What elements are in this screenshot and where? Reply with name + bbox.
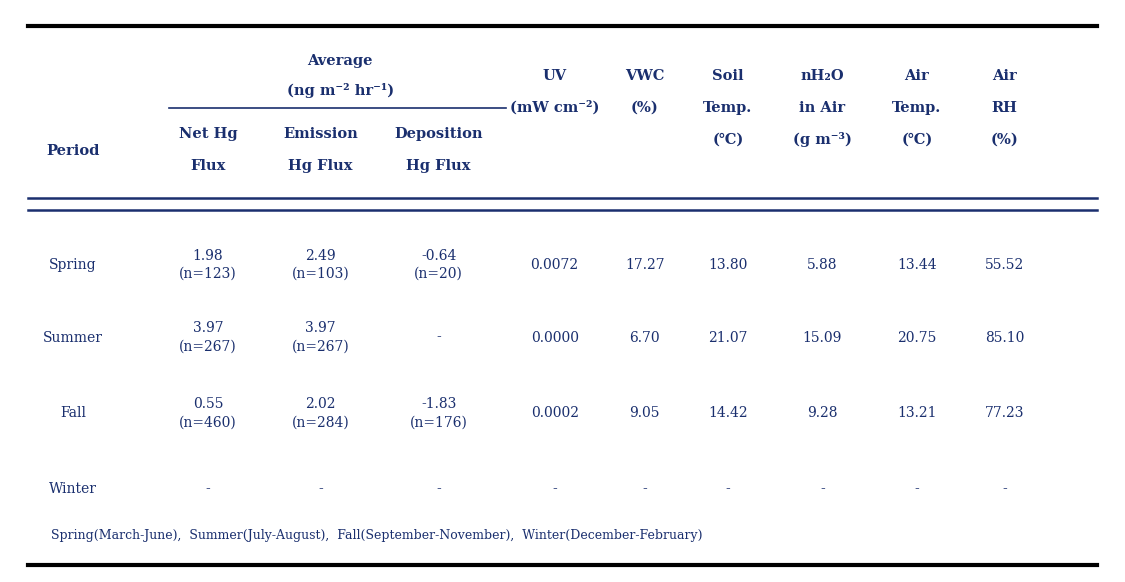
Text: -: - (552, 482, 557, 496)
Text: Hg Flux: Hg Flux (406, 159, 471, 173)
Text: Winter: Winter (50, 482, 97, 496)
Text: Spring(March-June),  Summer(July-August),  Fall(September-November),  Winter(Dec: Spring(March-June), Summer(July-August),… (51, 529, 702, 542)
Text: Summer: Summer (43, 331, 104, 345)
Text: 5.88: 5.88 (807, 258, 838, 272)
Text: Air: Air (904, 69, 929, 83)
Text: Fall: Fall (60, 406, 87, 420)
Text: (%): (%) (991, 133, 1018, 147)
Text: -: - (915, 482, 919, 496)
Text: -1.83
(n=176): -1.83 (n=176) (410, 397, 468, 430)
Text: -: - (318, 482, 323, 496)
Text: 6.70: 6.70 (629, 331, 660, 345)
Text: Flux: Flux (190, 159, 226, 173)
Text: (ng m⁻² hr⁻¹): (ng m⁻² hr⁻¹) (287, 83, 394, 98)
Text: UV: UV (542, 69, 567, 83)
Text: 14.42: 14.42 (708, 406, 748, 420)
Text: 2.49
(n=103): 2.49 (n=103) (291, 249, 350, 281)
Text: Hg Flux: Hg Flux (288, 159, 353, 173)
Text: 9.05: 9.05 (629, 406, 660, 420)
Text: 1.98
(n=123): 1.98 (n=123) (179, 249, 237, 281)
Text: Spring: Spring (50, 258, 97, 272)
Text: 15.09: 15.09 (803, 331, 842, 345)
Text: 55.52: 55.52 (986, 258, 1024, 272)
Text: 2.02
(n=284): 2.02 (n=284) (291, 397, 350, 430)
Text: 0.55
(n=460): 0.55 (n=460) (179, 397, 237, 430)
Text: Soil: Soil (712, 69, 744, 83)
Text: nH₂O: nH₂O (801, 69, 844, 83)
Text: 3.97
(n=267): 3.97 (n=267) (179, 321, 237, 354)
Text: Average: Average (307, 54, 374, 68)
Text: 85.10: 85.10 (986, 331, 1025, 345)
Text: 20.75: 20.75 (898, 331, 937, 345)
Text: 0.0000: 0.0000 (531, 331, 578, 345)
Text: in Air: in Air (799, 101, 846, 115)
Text: -: - (436, 331, 441, 345)
Text: -: - (642, 482, 647, 496)
Text: (℃): (℃) (712, 133, 744, 147)
Text: 9.28: 9.28 (807, 406, 838, 420)
Text: Deposition: Deposition (395, 127, 483, 141)
Text: 13.80: 13.80 (709, 258, 747, 272)
Text: -: - (726, 482, 730, 496)
Text: Air: Air (992, 69, 1017, 83)
Text: (mW cm⁻²): (mW cm⁻²) (510, 101, 600, 115)
Text: 0.0002: 0.0002 (531, 406, 578, 420)
Text: Temp.: Temp. (703, 101, 753, 115)
Text: 13.44: 13.44 (897, 258, 937, 272)
Text: 21.07: 21.07 (708, 331, 748, 345)
Text: Net Hg: Net Hg (179, 127, 237, 141)
Text: (g m⁻³): (g m⁻³) (793, 132, 852, 147)
Text: (%): (%) (631, 101, 658, 115)
Text: -0.64
(n=20): -0.64 (n=20) (414, 249, 464, 281)
Text: -: - (206, 482, 210, 496)
Text: -: - (436, 482, 441, 496)
Text: 13.21: 13.21 (897, 406, 937, 420)
Text: 77.23: 77.23 (984, 406, 1025, 420)
Text: VWC: VWC (626, 69, 665, 83)
Text: Emission: Emission (284, 127, 358, 141)
Text: 17.27: 17.27 (624, 258, 665, 272)
Text: RH: RH (992, 101, 1018, 115)
Text: -: - (1002, 482, 1007, 496)
Text: 3.97
(n=267): 3.97 (n=267) (291, 321, 350, 354)
Text: 0.0072: 0.0072 (531, 258, 578, 272)
Text: Temp.: Temp. (892, 101, 942, 115)
Text: -: - (820, 482, 825, 496)
Text: Period: Period (46, 144, 100, 158)
Text: (℃): (℃) (901, 133, 933, 147)
